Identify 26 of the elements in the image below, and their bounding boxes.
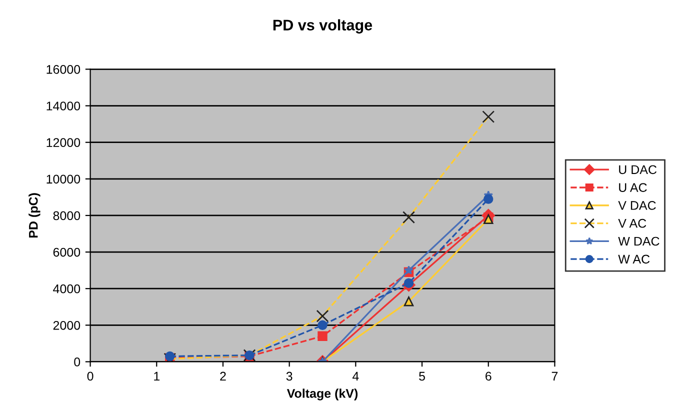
chart-title: PD vs voltage [273, 19, 372, 34]
legend-label: V AC [618, 218, 646, 228]
y-tick-label: 6000 [53, 248, 80, 257]
legend-label: U AC [619, 183, 647, 192]
legend-label: U DAC [619, 165, 657, 174]
y-tick-label: 14000 [46, 102, 80, 110]
x-tick-label: 5 [419, 372, 425, 381]
legend-label: W AC [618, 254, 650, 264]
y-tick-label: 16000 [46, 65, 80, 74]
y-tick-label: 8000 [53, 211, 80, 220]
x-tick-label: 3 [286, 372, 292, 381]
y-tick-label: 4000 [53, 284, 80, 294]
x-tick-label: 4 [352, 372, 359, 381]
x-tick-label: 0 [87, 372, 94, 381]
x-axis-title: Voltage (kV) [286, 388, 358, 400]
x-tick-label: 2 [220, 372, 226, 381]
y-tick-label: 0 [74, 358, 80, 366]
x-tick-label: 7 [552, 372, 558, 381]
y-tick-label: 2000 [53, 320, 80, 330]
x-tick-label: 1 [154, 372, 160, 381]
y-axis-title: PD (pC) [28, 193, 40, 238]
legend-label: W DAC [618, 236, 660, 246]
legend-label: V DAC [618, 201, 656, 210]
y-tick-label: 12000 [46, 138, 80, 147]
x-tick-label: 6 [486, 372, 492, 381]
y-tick-label: 10000 [46, 174, 80, 184]
